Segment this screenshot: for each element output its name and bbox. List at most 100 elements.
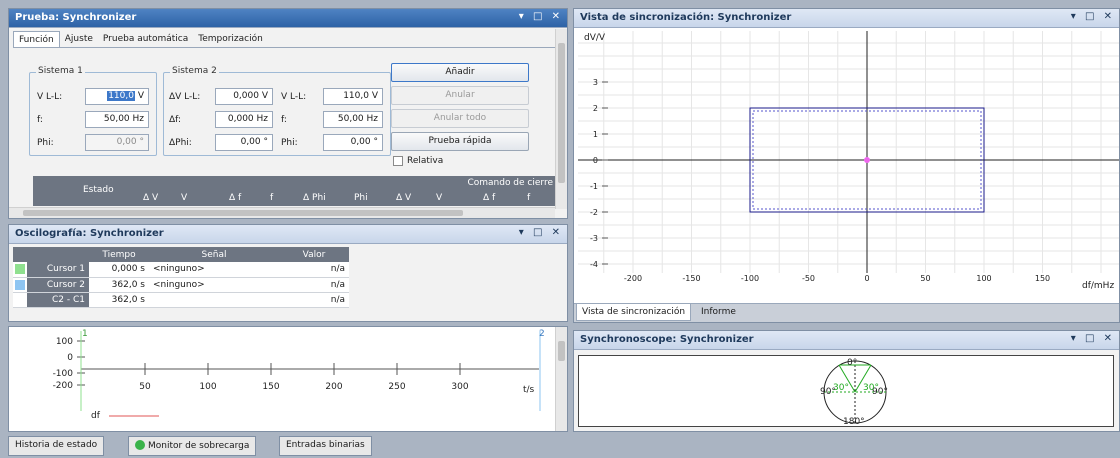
osc-plot[interactable]: 100 0 -100 -200 50 100 150 200 250 300 [9, 327, 567, 431]
col-dv: Δ V [143, 193, 159, 203]
cursor-header-blank [13, 247, 27, 262]
sync-window-rect [749, 107, 985, 213]
sync-chart[interactable]: -200 -150 -100 -50 0 50 100 150 3 2 1 0 -1 -2 -3 -4 [574, 29, 1119, 303]
sync-tabbar: Vista de sincronización Informe [574, 303, 1119, 322]
undo-button[interactable]: Anular [391, 86, 529, 105]
sistema2-dphi-label: ΔPhi: [169, 138, 192, 148]
horizontal-scrollbar[interactable] [9, 207, 555, 218]
sistema2-df-field[interactable]: 0,000 Hz [215, 111, 273, 128]
cursor2-signal[interactable]: <ninguno> [149, 277, 279, 293]
osc-panel-title: Oscilografía: Synchronizer ▾ □ ✕ [9, 225, 567, 244]
window-controls[interactable]: ▾ □ ✕ [518, 11, 563, 22]
diff-value: n/a [279, 292, 349, 308]
cursor1-signal[interactable]: <ninguno> [149, 262, 279, 278]
tab-ajuste[interactable]: Ajuste [64, 34, 93, 44]
diff-name: C2 - C1 [27, 292, 89, 308]
col-dv2: Δ V [396, 193, 412, 203]
col-phi: Phi [354, 193, 368, 203]
synchroscope-window-controls[interactable]: ▾ □ ✕ [1070, 333, 1115, 344]
cursor1-marker[interactable]: 1 [82, 329, 88, 339]
tab-temporizacion[interactable]: Temporización [198, 34, 263, 44]
synchroscope-area: 0° 180° 90° 90° 30° 30° [578, 355, 1114, 427]
sync-view-panel: Vista de sincronización: Synchronizer ▾ … [573, 8, 1120, 323]
sistema2-vll-field[interactable]: 110,0 V [323, 88, 383, 105]
x-tick-label: -200 [624, 274, 642, 283]
x-tick-label: -100 [741, 274, 759, 283]
plot-scrollbar[interactable] [555, 327, 567, 431]
relative-label: Relativa [407, 156, 444, 166]
cursor-header-time: Tiempo [89, 247, 149, 262]
y-tick-label: -3 [590, 234, 598, 243]
y-tick-label: -1 [590, 182, 598, 191]
col-f: f [270, 193, 274, 203]
table-row[interactable]: Cursor 2 362,0 s <ninguno> n/a [13, 277, 349, 293]
x-tick-label: 150 [262, 382, 279, 392]
cursor-header-signal: Señal [149, 247, 279, 262]
cursor1-value: n/a [279, 262, 349, 278]
x-tick-label: 200 [325, 382, 342, 392]
x-tick-label: 300 [451, 382, 468, 392]
osc-window-controls[interactable]: ▾ □ ✕ [518, 227, 563, 238]
status-dot-icon [135, 440, 145, 450]
tab-monitor-sobrecarga[interactable]: Monitor de sobrecarga [128, 436, 257, 456]
cursor2-marker[interactable]: 2 [539, 329, 545, 339]
scope-label-bottom: 180° [843, 417, 865, 427]
x-unit-label: t/s [523, 385, 535, 395]
tab-prueba-automatica[interactable]: Prueba automática [102, 34, 189, 44]
x-tick-label: 0 [864, 274, 869, 283]
sistema2-f-field[interactable]: 50,00 Hz [323, 111, 383, 128]
y-tick-label: -4 [590, 260, 598, 269]
col-comando-cierre: Comando de cierre [467, 178, 553, 188]
x-tick-label: 50 [920, 274, 930, 283]
scope-label-right-green: 30° [863, 383, 879, 393]
y-tick-label: -100 [53, 369, 74, 379]
col-v2: V [436, 193, 443, 203]
relative-checkbox[interactable] [393, 156, 403, 166]
table-row[interactable]: Cursor 1 0,000 s <ninguno> n/a [13, 262, 349, 278]
sistema2-dphi-field[interactable]: 0,00 ° [215, 134, 273, 151]
sync-y-label: dV/V [584, 33, 606, 43]
test-panel-scrollbar[interactable] [555, 29, 567, 209]
col-v: V [181, 193, 188, 203]
sistema2-group: Sistema 2 [163, 66, 391, 156]
sistema2-dv-field[interactable]: 0,000 V [215, 88, 273, 105]
y-tick-label: -200 [53, 381, 74, 391]
synchroscope-panel: Synchronoscope: Synchronizer ▾ □ ✕ 0° 18… [573, 330, 1120, 432]
diff-signal [149, 292, 279, 308]
cursor-header-name [27, 247, 89, 262]
sistema2-vll-label: V L-L: [281, 92, 307, 102]
operating-point [864, 157, 870, 163]
scope-label-left: 90° [820, 387, 836, 397]
sync-window-controls[interactable]: ▾ □ ✕ [1070, 11, 1115, 22]
cursor-header-value: Valor [279, 247, 349, 262]
tab-historia-estado[interactable]: Historia de estado [8, 436, 105, 456]
sistema1-f-field[interactable]: 50,00 Hz [85, 111, 149, 128]
osc-panel: Oscilografía: Synchronizer ▾ □ ✕ Tiempo … [8, 224, 568, 322]
undo-all-button[interactable]: Anular todo [391, 109, 529, 128]
tab-vista-sincronizacion[interactable]: Vista de sincronización [576, 304, 692, 321]
sistema2-phi-field[interactable]: 0,00 ° [323, 134, 383, 151]
col-estado: Estado [83, 185, 114, 195]
sistema1-group: Sistema 1 [29, 66, 157, 156]
tab-funcion[interactable]: Función [13, 31, 60, 48]
sync-inner-rect [752, 110, 982, 210]
cursor2-time[interactable]: 362,0 s [89, 277, 149, 293]
x-tick-label: 250 [388, 382, 405, 392]
y-tick-label: 2 [593, 104, 598, 113]
quick-test-button[interactable]: Prueba rápida [391, 132, 529, 151]
cursor1-time[interactable]: 0,000 s [89, 262, 149, 278]
tab-informe[interactable]: Informe [701, 307, 736, 317]
scope-label-top: 0° [847, 358, 858, 368]
tab-entradas-binarias[interactable]: Entradas binarias [279, 436, 372, 456]
sync-x-label: df/mHz [1082, 281, 1115, 291]
sistema1-phi-field: 0,00 ° [85, 134, 149, 151]
diff-time: 362,0 s [89, 292, 149, 308]
add-button[interactable]: Añadir [391, 63, 529, 82]
table-row: C2 - C1 362,0 s n/a [13, 292, 349, 308]
sistema1-vll-field[interactable]: 110,0 V [85, 88, 149, 105]
cursor1-name: Cursor 1 [27, 262, 89, 278]
synchroscope-dial [823, 360, 887, 424]
y-tick-label: -2 [590, 208, 598, 217]
diff-swatch [13, 292, 27, 308]
sync-view-title: Vista de sincronización: Synchronizer ▾ … [574, 9, 1119, 28]
